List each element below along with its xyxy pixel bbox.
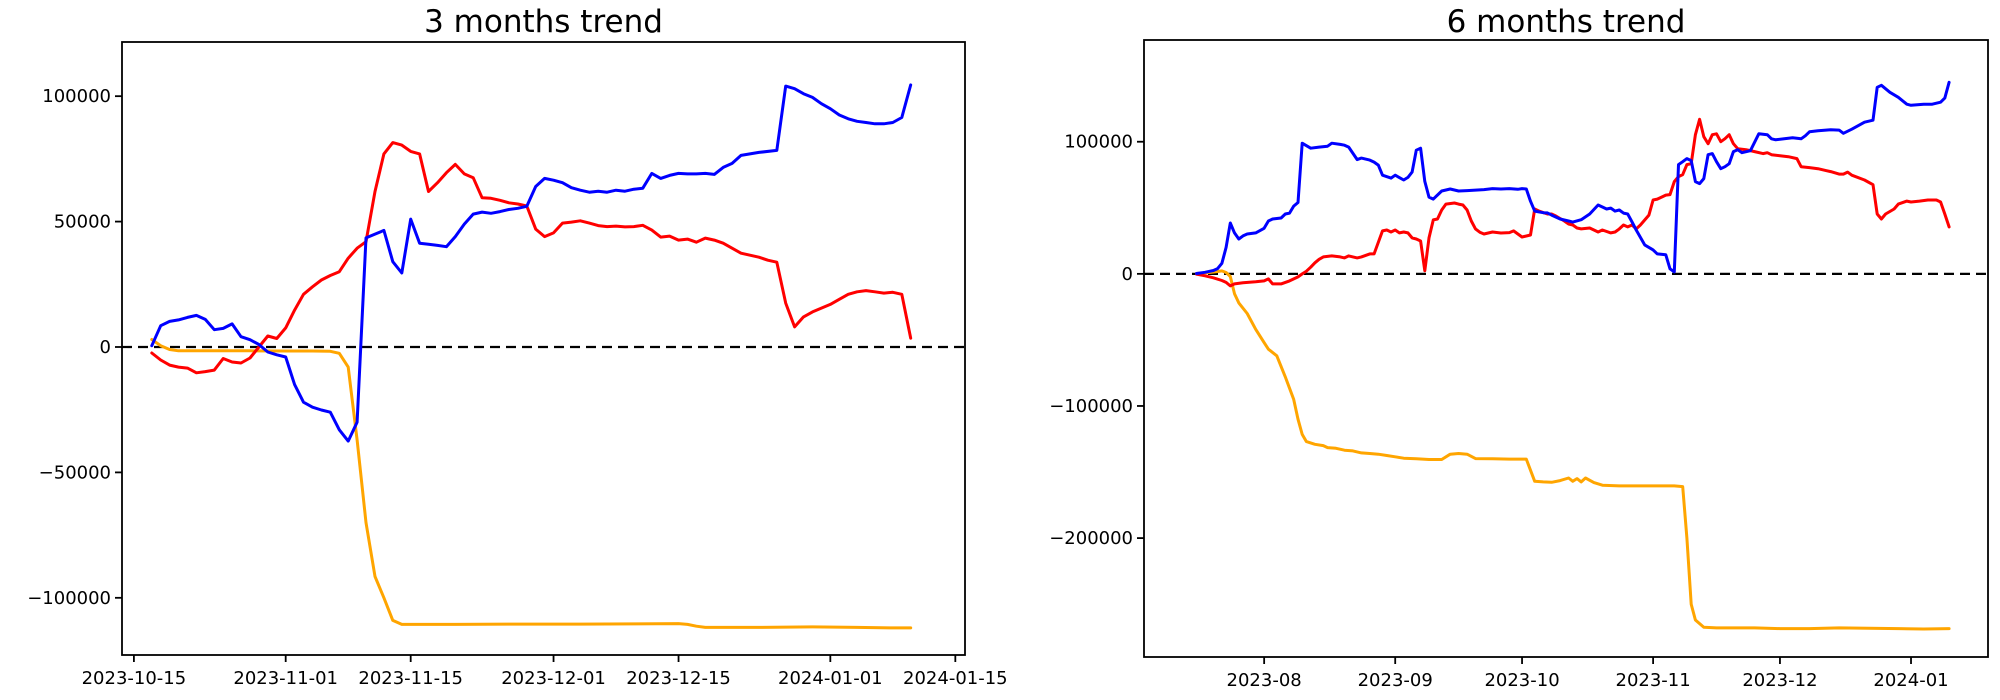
- blue-line: [150, 83, 913, 443]
- chart-title-3-months-trend: 3 months trend: [424, 4, 663, 40]
- x-tick-label: 2024-01: [1873, 670, 1948, 691]
- x-tick-label: 2023-12: [1742, 670, 1817, 691]
- x-tick-label: 2023-12-01: [501, 668, 606, 689]
- x-tick-label: 2024-01-15: [903, 668, 1008, 689]
- x-tick-label: 2023-09: [1358, 670, 1433, 691]
- y-tick-label: 0: [1122, 264, 1133, 285]
- x-tick-label: 2023-08: [1227, 670, 1302, 691]
- y-tick-label: 0: [100, 337, 111, 358]
- x-tick-label: 2023-10-15: [82, 668, 187, 689]
- orange-line: [150, 338, 913, 630]
- y-tick-label: −100000: [1049, 396, 1133, 417]
- x-tick-label: 2023-12-15: [626, 668, 731, 689]
- x-tick-label: 2023-11: [1616, 670, 1691, 691]
- plot-border: [1143, 39, 1989, 658]
- x-tick-label: 2023-10: [1484, 670, 1559, 691]
- y-tick-label: −200000: [1049, 528, 1133, 549]
- subplot-1: 2023-08 2023-09 2023-10 2023-11 2023-12 2024-…: [1049, 39, 1989, 691]
- red-line: [1195, 117, 1951, 288]
- y-tick-label: 100000: [1064, 132, 1133, 153]
- y-tick-label: −50000: [39, 462, 111, 483]
- chart-title-6-months-trend: 6 months trend: [1446, 4, 1686, 40]
- y-tick-label: −100000: [27, 588, 111, 609]
- blue-line: [1195, 80, 1951, 275]
- orange-line: [1195, 269, 1951, 631]
- y-tick-label: 100000: [42, 86, 111, 107]
- x-tick-label: 2023-11-01: [233, 668, 338, 689]
- x-tick-label: 2023-11-15: [358, 668, 463, 689]
- subplot-0: 2023-10-15 2023-11-01 2023-11-15 2023-12-01…: [27, 41, 1008, 689]
- y-tick-label: 50000: [54, 212, 111, 233]
- plot-border: [121, 41, 966, 656]
- x-tick-label: 2024-01-01: [778, 668, 883, 689]
